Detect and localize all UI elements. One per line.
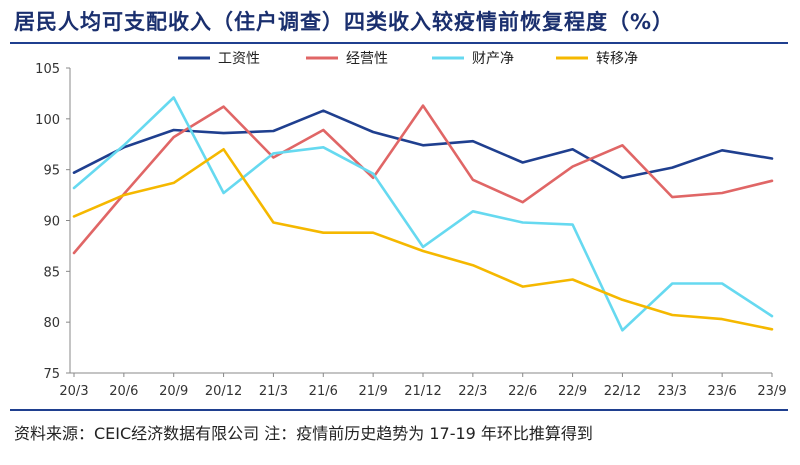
chart-title: 居民人均可支配收入（住户调查）四类收入较疫情前恢复程度（%） bbox=[14, 10, 675, 34]
x-tick-label: 20/6 bbox=[109, 384, 138, 399]
x-tick-label: 21/12 bbox=[404, 384, 441, 399]
x-tick-label: 21/6 bbox=[309, 384, 338, 399]
x-tick-label: 21/9 bbox=[359, 384, 388, 399]
x-tick-label: 20/3 bbox=[59, 384, 88, 399]
x-tick-label: 21/3 bbox=[259, 384, 288, 399]
y-tick-label: 85 bbox=[43, 265, 60, 280]
x-tick-label: 20/12 bbox=[205, 384, 242, 399]
x-tick-label: 22/3 bbox=[458, 384, 487, 399]
legend-label: 转移净 bbox=[596, 51, 638, 67]
x-tick-label: 22/12 bbox=[604, 384, 641, 399]
y-tick-label: 100 bbox=[35, 113, 60, 128]
y-tick-label: 95 bbox=[43, 164, 60, 179]
y-tick-label: 105 bbox=[35, 62, 60, 77]
legend-label: 经营性 bbox=[346, 51, 388, 67]
source-divider bbox=[10, 409, 788, 411]
series-line bbox=[72, 109, 774, 180]
y-tick-label: 90 bbox=[43, 215, 60, 230]
chart-series-group bbox=[72, 96, 774, 332]
x-tick-label: 23/9 bbox=[757, 384, 786, 399]
chart-axes: 75 80 85 90 95 100 105 20/3 20/6 20/9 20/12 21/3 21/… bbox=[35, 62, 786, 399]
series-line bbox=[72, 96, 774, 332]
legend-label: 财产净 bbox=[472, 51, 514, 67]
x-tick-label: 23/3 bbox=[658, 384, 687, 399]
chart-legend: 工资性 经营性 财产净 转移净 bbox=[178, 51, 638, 67]
legend-label: 工资性 bbox=[218, 51, 260, 67]
y-tick-label: 75 bbox=[43, 367, 60, 382]
source-note: 资料来源：CEIC经济数据有限公司 注：疫情前历史趋势为 17-19 年环比推算… bbox=[14, 424, 593, 443]
x-tick-label: 22/9 bbox=[558, 384, 587, 399]
title-divider bbox=[10, 42, 788, 44]
x-tick-label: 22/6 bbox=[508, 384, 537, 399]
x-tick-label: 23/6 bbox=[708, 384, 737, 399]
y-tick-label: 80 bbox=[43, 316, 60, 331]
x-tick-label: 20/9 bbox=[159, 384, 188, 399]
series-line bbox=[72, 148, 774, 331]
